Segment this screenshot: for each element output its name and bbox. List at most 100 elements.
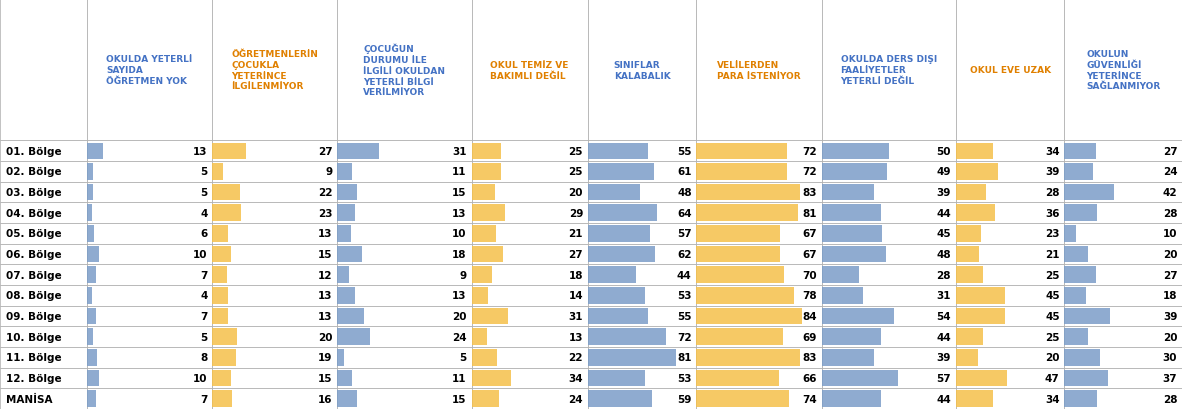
Bar	[212, 347, 337, 368]
Bar	[212, 285, 337, 306]
Text: 27: 27	[1163, 146, 1177, 156]
Bar	[821, 389, 956, 409]
Bar	[337, 349, 344, 366]
Text: 5: 5	[200, 332, 207, 342]
Text: 13: 13	[318, 291, 332, 301]
Bar	[821, 162, 956, 182]
Text: 62: 62	[677, 249, 691, 259]
Bar	[1065, 224, 1182, 244]
Text: 27: 27	[1163, 270, 1177, 280]
Bar	[821, 226, 882, 242]
Text: 34: 34	[1045, 146, 1060, 156]
Bar	[337, 162, 472, 182]
Text: 83: 83	[803, 353, 817, 362]
Bar	[696, 308, 801, 324]
Text: OKUL EVE UZAK: OKUL EVE UZAK	[969, 66, 1051, 75]
Text: 6: 6	[200, 229, 207, 239]
Bar	[956, 246, 979, 263]
Bar	[0, 141, 87, 162]
Bar	[0, 306, 87, 326]
Bar	[212, 244, 337, 265]
Bar	[956, 349, 978, 366]
Bar	[212, 308, 228, 324]
Bar	[587, 267, 636, 283]
Bar	[337, 246, 362, 263]
Bar	[472, 347, 587, 368]
Bar	[212, 389, 337, 409]
Bar	[696, 326, 821, 347]
Text: 72: 72	[677, 332, 691, 342]
Text: 28: 28	[1045, 188, 1060, 198]
Bar	[472, 349, 498, 366]
Text: 78: 78	[803, 291, 817, 301]
Bar	[87, 205, 92, 222]
Bar	[212, 224, 337, 244]
Bar	[0, 0, 87, 141]
Text: 28: 28	[1163, 208, 1177, 218]
Bar	[337, 164, 352, 180]
Bar	[0, 182, 87, 203]
Text: 05. Bölge: 05. Bölge	[6, 229, 61, 239]
Text: 08. Bölge: 08. Bölge	[6, 291, 61, 301]
Text: 31: 31	[453, 146, 467, 156]
Text: 44: 44	[677, 270, 691, 280]
Bar	[696, 349, 800, 366]
Bar	[87, 143, 103, 160]
Bar	[821, 224, 956, 244]
Bar	[337, 224, 472, 244]
Bar	[87, 288, 92, 304]
Bar	[696, 389, 821, 409]
Text: 45: 45	[936, 229, 952, 239]
Bar	[696, 205, 798, 222]
Text: 39: 39	[936, 188, 952, 198]
Bar	[337, 244, 472, 265]
Bar	[587, 347, 696, 368]
Text: 02. Bölge: 02. Bölge	[6, 167, 61, 177]
Bar	[87, 164, 93, 180]
Bar	[87, 244, 212, 265]
Bar	[956, 308, 1005, 324]
Text: 31: 31	[936, 291, 952, 301]
Bar	[472, 267, 493, 283]
Bar	[821, 370, 898, 387]
Bar	[337, 288, 355, 304]
Bar	[87, 265, 212, 285]
Text: 15: 15	[453, 188, 467, 198]
Text: 10: 10	[453, 229, 467, 239]
Bar	[821, 391, 881, 407]
Bar	[587, 143, 648, 160]
Bar	[696, 162, 821, 182]
Bar	[0, 244, 87, 265]
Text: 25: 25	[1045, 332, 1060, 342]
Bar	[0, 368, 87, 389]
Bar	[472, 246, 502, 263]
Text: 57: 57	[677, 229, 691, 239]
Text: 21: 21	[1045, 249, 1060, 259]
Bar	[956, 141, 1065, 162]
Text: 5: 5	[200, 167, 207, 177]
Bar	[337, 205, 355, 222]
Text: 7: 7	[200, 394, 207, 404]
Text: 10: 10	[193, 373, 207, 383]
Text: 20: 20	[1163, 249, 1177, 259]
Bar	[956, 267, 983, 283]
Bar	[1065, 347, 1182, 368]
Text: 54: 54	[936, 311, 952, 321]
Bar	[821, 267, 859, 283]
Bar	[956, 285, 1065, 306]
Bar	[821, 347, 956, 368]
Text: SINIFLAR
KALABALIK: SINIFLAR KALABALIK	[613, 61, 670, 81]
Bar	[1065, 326, 1182, 347]
Bar	[337, 370, 352, 387]
Bar	[587, 182, 696, 203]
Bar	[587, 370, 645, 387]
Bar	[212, 0, 337, 141]
Bar	[87, 267, 96, 283]
Bar	[587, 184, 639, 201]
Text: 47: 47	[1045, 373, 1060, 383]
Bar	[587, 246, 655, 263]
Bar	[87, 226, 95, 242]
Bar	[0, 203, 87, 224]
Bar	[587, 308, 648, 324]
Text: 48: 48	[936, 249, 952, 259]
